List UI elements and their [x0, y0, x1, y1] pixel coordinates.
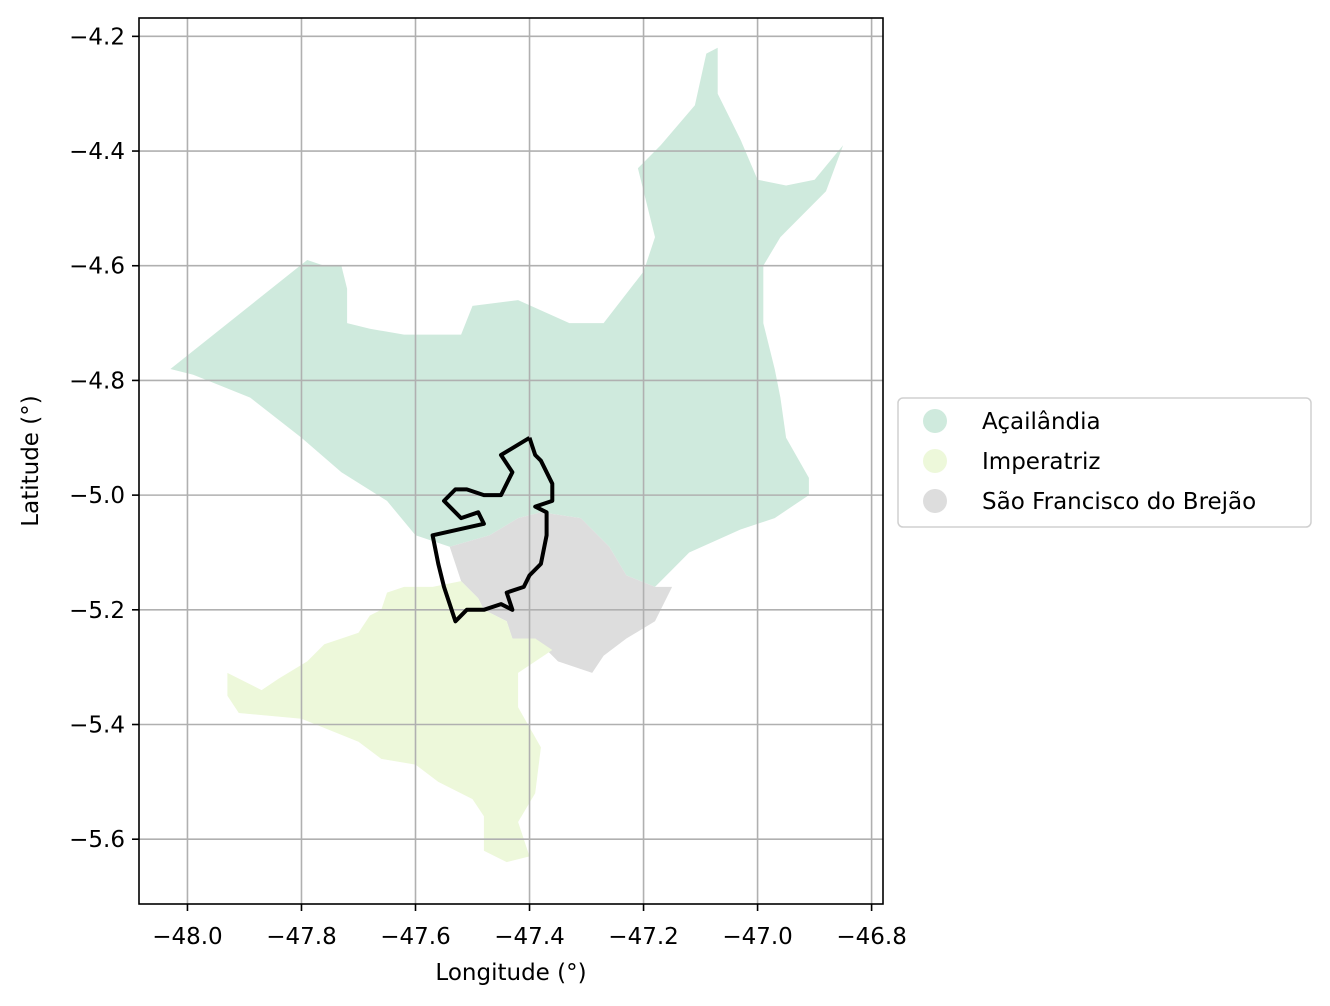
grid-layer — [139, 18, 883, 904]
legend-marker — [923, 449, 947, 473]
legend-entry-acailandia: Açailândia — [923, 409, 1101, 435]
region-sao-francisco-do-brejao — [449, 512, 673, 673]
legend-label: Açailândia — [982, 409, 1101, 435]
region-imperatriz — [227, 581, 553, 863]
y-tick-label: −5.6 — [69, 827, 125, 853]
y-axis-label: Latitude (°) — [18, 395, 44, 526]
x-tick-label: −46.8 — [836, 924, 906, 950]
x-tick-label: −47.0 — [722, 924, 792, 950]
plot-area — [138, 17, 884, 905]
legend-marker — [923, 409, 947, 433]
legend-marker — [923, 489, 947, 513]
region-layer — [170, 47, 844, 863]
legend-label: Imperatriz — [982, 449, 1100, 475]
legend-entry-sao-francisco-do-brejao: São Francisco do Brejão — [923, 489, 1256, 515]
municipal-boundary-outline — [430, 436, 555, 624]
x-tick-label: −47.4 — [494, 924, 564, 950]
boundary-outline-layer — [430, 436, 555, 624]
y-tick-label: −4.4 — [69, 139, 125, 165]
legend-box — [897, 397, 1312, 528]
x-tick-label: −48.0 — [152, 924, 222, 950]
y-tick-label: −4.2 — [69, 24, 125, 50]
x-tick-label: −47.6 — [380, 924, 450, 950]
legend-entry-imperatriz: Imperatriz — [923, 449, 1100, 475]
y-tick-label: −5.4 — [69, 713, 125, 739]
y-tick-label: −4.6 — [69, 254, 125, 280]
y-tick-label: −5.0 — [69, 483, 125, 509]
axes-frame — [138, 17, 884, 905]
y-axis: −4.2 −4.4 −4.6 −4.8 −5.0 −5.2 −5.4 −5.6 — [69, 24, 139, 853]
x-axis-label: Longitude (°) — [435, 960, 586, 986]
x-tick-label: −47.8 — [266, 924, 336, 950]
region-acailandia — [170, 47, 844, 587]
legend-label: São Francisco do Brejão — [982, 489, 1256, 515]
x-axis: −48.0 −47.8 −47.6 −47.4 −47.2 −47.0 −46.8 — [152, 904, 907, 950]
legend: Açailândia Imperatriz São Francisco do B… — [897, 397, 1312, 528]
y-tick-label: −5.2 — [69, 598, 125, 624]
y-tick-label: −4.8 — [69, 368, 125, 394]
x-tick-label: −47.2 — [608, 924, 678, 950]
